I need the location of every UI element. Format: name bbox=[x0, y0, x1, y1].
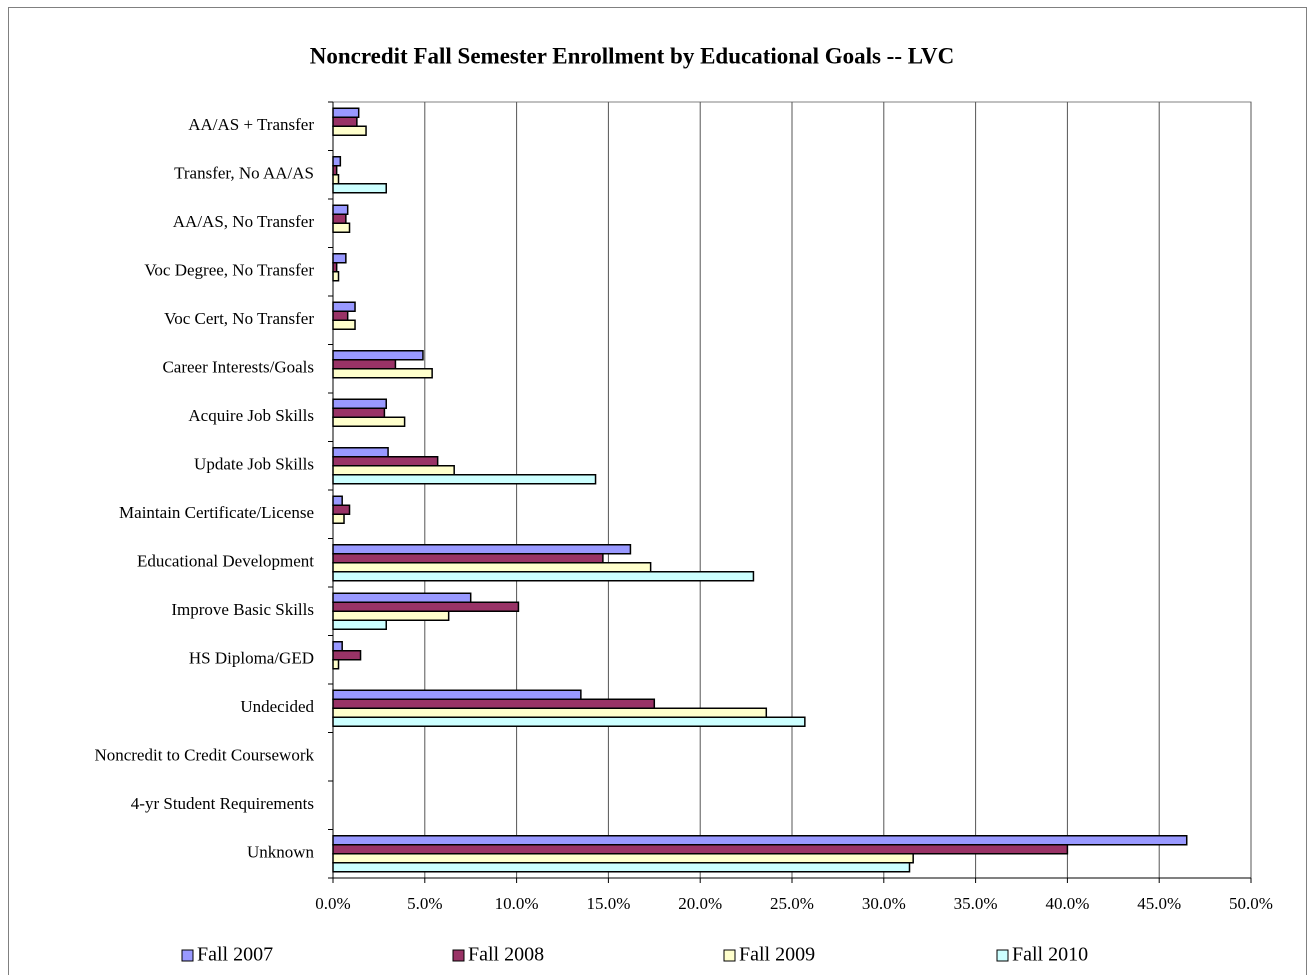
y-tick-label: Voc Cert, No Transfer bbox=[164, 309, 314, 328]
bar bbox=[332, 592, 472, 603]
bar bbox=[332, 495, 343, 506]
bar bbox=[332, 368, 433, 379]
bar bbox=[332, 301, 356, 312]
y-tick-label: Update Job Skills bbox=[194, 455, 314, 474]
legend-swatch bbox=[181, 949, 194, 962]
y-tick-label: 4-yr Student Requirements bbox=[131, 794, 314, 813]
y-tick-label: Maintain Certificate/License bbox=[119, 503, 314, 522]
bar bbox=[332, 619, 387, 630]
bar bbox=[332, 698, 656, 709]
bar bbox=[332, 544, 632, 555]
bar bbox=[332, 716, 806, 727]
legend-label: Fall 2008 bbox=[468, 944, 544, 966]
legend-label: Fall 2007 bbox=[197, 944, 273, 966]
legend-swatch bbox=[723, 949, 736, 962]
bar bbox=[332, 398, 387, 409]
y-tick-label: Voc Degree, No Transfer bbox=[144, 261, 314, 280]
x-tick-label: 25.0% bbox=[770, 894, 814, 913]
y-tick-label: AA/AS, No Transfer bbox=[173, 212, 315, 231]
bar bbox=[332, 350, 424, 361]
x-tick-label: 35.0% bbox=[954, 894, 998, 913]
bar bbox=[332, 416, 406, 427]
bar bbox=[332, 165, 338, 176]
bar bbox=[332, 689, 582, 700]
y-tick-label: Career Interests/Goals bbox=[162, 358, 314, 377]
bar bbox=[332, 310, 349, 321]
bar bbox=[332, 183, 387, 194]
legend-label: Fall 2010 bbox=[1012, 944, 1088, 966]
bar bbox=[332, 447, 389, 458]
bar bbox=[332, 504, 351, 515]
bar bbox=[332, 844, 1069, 855]
bar bbox=[332, 835, 1188, 846]
bar bbox=[332, 156, 342, 167]
bar bbox=[332, 571, 755, 582]
bar bbox=[332, 650, 362, 661]
bar bbox=[332, 359, 397, 370]
bar bbox=[332, 465, 455, 476]
y-tick-label: Acquire Job Skills bbox=[188, 406, 314, 425]
y-tick-label: Educational Development bbox=[137, 552, 314, 571]
bar bbox=[332, 407, 386, 418]
bar bbox=[332, 659, 340, 670]
legend-label: Fall 2009 bbox=[739, 944, 815, 966]
bar bbox=[332, 271, 340, 282]
y-tick-label: Unknown bbox=[247, 843, 315, 862]
bar bbox=[332, 853, 914, 864]
bar bbox=[332, 253, 347, 264]
x-tick-label: 50.0% bbox=[1229, 894, 1273, 913]
chart-title: Noncredit Fall Semester Enrollment by Ed… bbox=[310, 43, 954, 68]
x-tick-label: 20.0% bbox=[678, 894, 722, 913]
x-tick-label: 30.0% bbox=[862, 894, 906, 913]
bar bbox=[332, 125, 367, 136]
y-tick-label: Noncredit to Credit Coursework bbox=[94, 746, 314, 765]
bar bbox=[332, 862, 911, 873]
bar bbox=[332, 116, 358, 127]
legend-swatch bbox=[996, 949, 1009, 962]
bar bbox=[332, 553, 604, 564]
bar bbox=[332, 601, 520, 612]
y-tick-label: HS Diploma/GED bbox=[189, 649, 314, 668]
bar bbox=[332, 319, 356, 330]
bar bbox=[332, 562, 652, 573]
bar bbox=[332, 262, 338, 273]
bar bbox=[332, 610, 450, 621]
bar bbox=[332, 456, 439, 467]
bar bbox=[332, 204, 349, 215]
bar bbox=[332, 513, 345, 524]
x-tick-label: 5.0% bbox=[407, 894, 442, 913]
y-tick-label: Improve Basic Skills bbox=[171, 600, 314, 619]
x-tick-label: 0.0% bbox=[315, 894, 350, 913]
bar bbox=[332, 213, 347, 224]
x-tick-label: 15.0% bbox=[586, 894, 630, 913]
bar bbox=[332, 474, 597, 485]
bar bbox=[332, 707, 768, 718]
y-tick-label: AA/AS + Transfer bbox=[188, 115, 314, 134]
y-tick-label: Undecided bbox=[240, 697, 314, 716]
bar bbox=[332, 174, 340, 185]
x-tick-label: 45.0% bbox=[1137, 894, 1181, 913]
bar bbox=[332, 222, 351, 233]
bar bbox=[332, 641, 343, 652]
y-tick-label: Transfer, No AA/AS bbox=[174, 164, 314, 183]
x-tick-label: 10.0% bbox=[495, 894, 539, 913]
legend-swatch bbox=[452, 949, 465, 962]
bar bbox=[332, 107, 360, 118]
x-tick-label: 40.0% bbox=[1045, 894, 1089, 913]
